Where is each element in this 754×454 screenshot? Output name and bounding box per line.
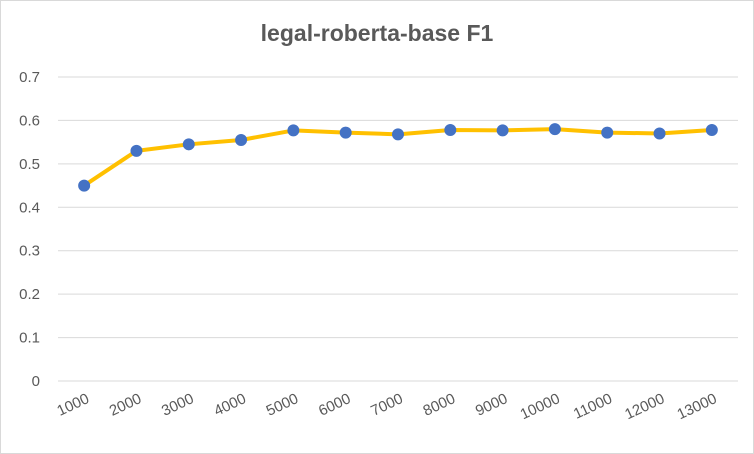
- x-tick-label: 3000: [159, 390, 196, 420]
- x-tick-label: 4000: [211, 390, 248, 420]
- y-tick-label: 0.7: [19, 69, 40, 86]
- x-tick-label: 12000: [622, 390, 667, 423]
- data-point: [287, 124, 300, 137]
- data-point: [548, 123, 561, 136]
- data-point: [182, 138, 195, 151]
- data-point: [78, 179, 91, 192]
- chart-title: legal-roberta-base F1: [260, 20, 494, 46]
- y-tick-label: 0.2: [19, 286, 40, 303]
- x-tick-label: 11000: [571, 390, 615, 423]
- series-markers: [78, 123, 718, 192]
- x-tick-label: 10000: [518, 390, 563, 423]
- y-tick-label: 0.3: [19, 243, 40, 260]
- x-tick-label: 7000: [368, 390, 405, 420]
- gridlines: [58, 76, 738, 382]
- y-tick-label: 0.1: [19, 330, 40, 347]
- x-tick-label: 2000: [107, 390, 144, 420]
- y-tick-label: 0.5: [19, 156, 40, 173]
- x-tick-label: 8000: [421, 390, 458, 420]
- x-tick-label: 9000: [473, 390, 510, 420]
- y-tick-label: 0.6: [19, 112, 40, 129]
- x-axis-tick-labels: 1000 2000 3000 4000 5000 6000 7000 8000 9000 1000…: [54, 390, 719, 423]
- y-tick-label: 0.4: [19, 199, 40, 216]
- x-tick-label: 6000: [316, 390, 353, 420]
- x-tick-label: 5000: [264, 390, 301, 420]
- data-point: [392, 128, 404, 141]
- data-point: [496, 124, 509, 137]
- data-point: [705, 123, 718, 136]
- y-tick-label: 0: [32, 373, 40, 390]
- data-point: [444, 123, 457, 136]
- data-point: [339, 126, 352, 139]
- x-tick-label: 13000: [675, 390, 720, 423]
- x-tick-label: 1000: [54, 390, 91, 420]
- data-point: [653, 127, 666, 140]
- data-point: [601, 126, 614, 139]
- data-point: [130, 144, 143, 157]
- data-point: [235, 133, 248, 146]
- y-axis-tick-labels: 0 0.1 0.2 0.3 0.4 0.5 0.6 0.7: [19, 69, 40, 390]
